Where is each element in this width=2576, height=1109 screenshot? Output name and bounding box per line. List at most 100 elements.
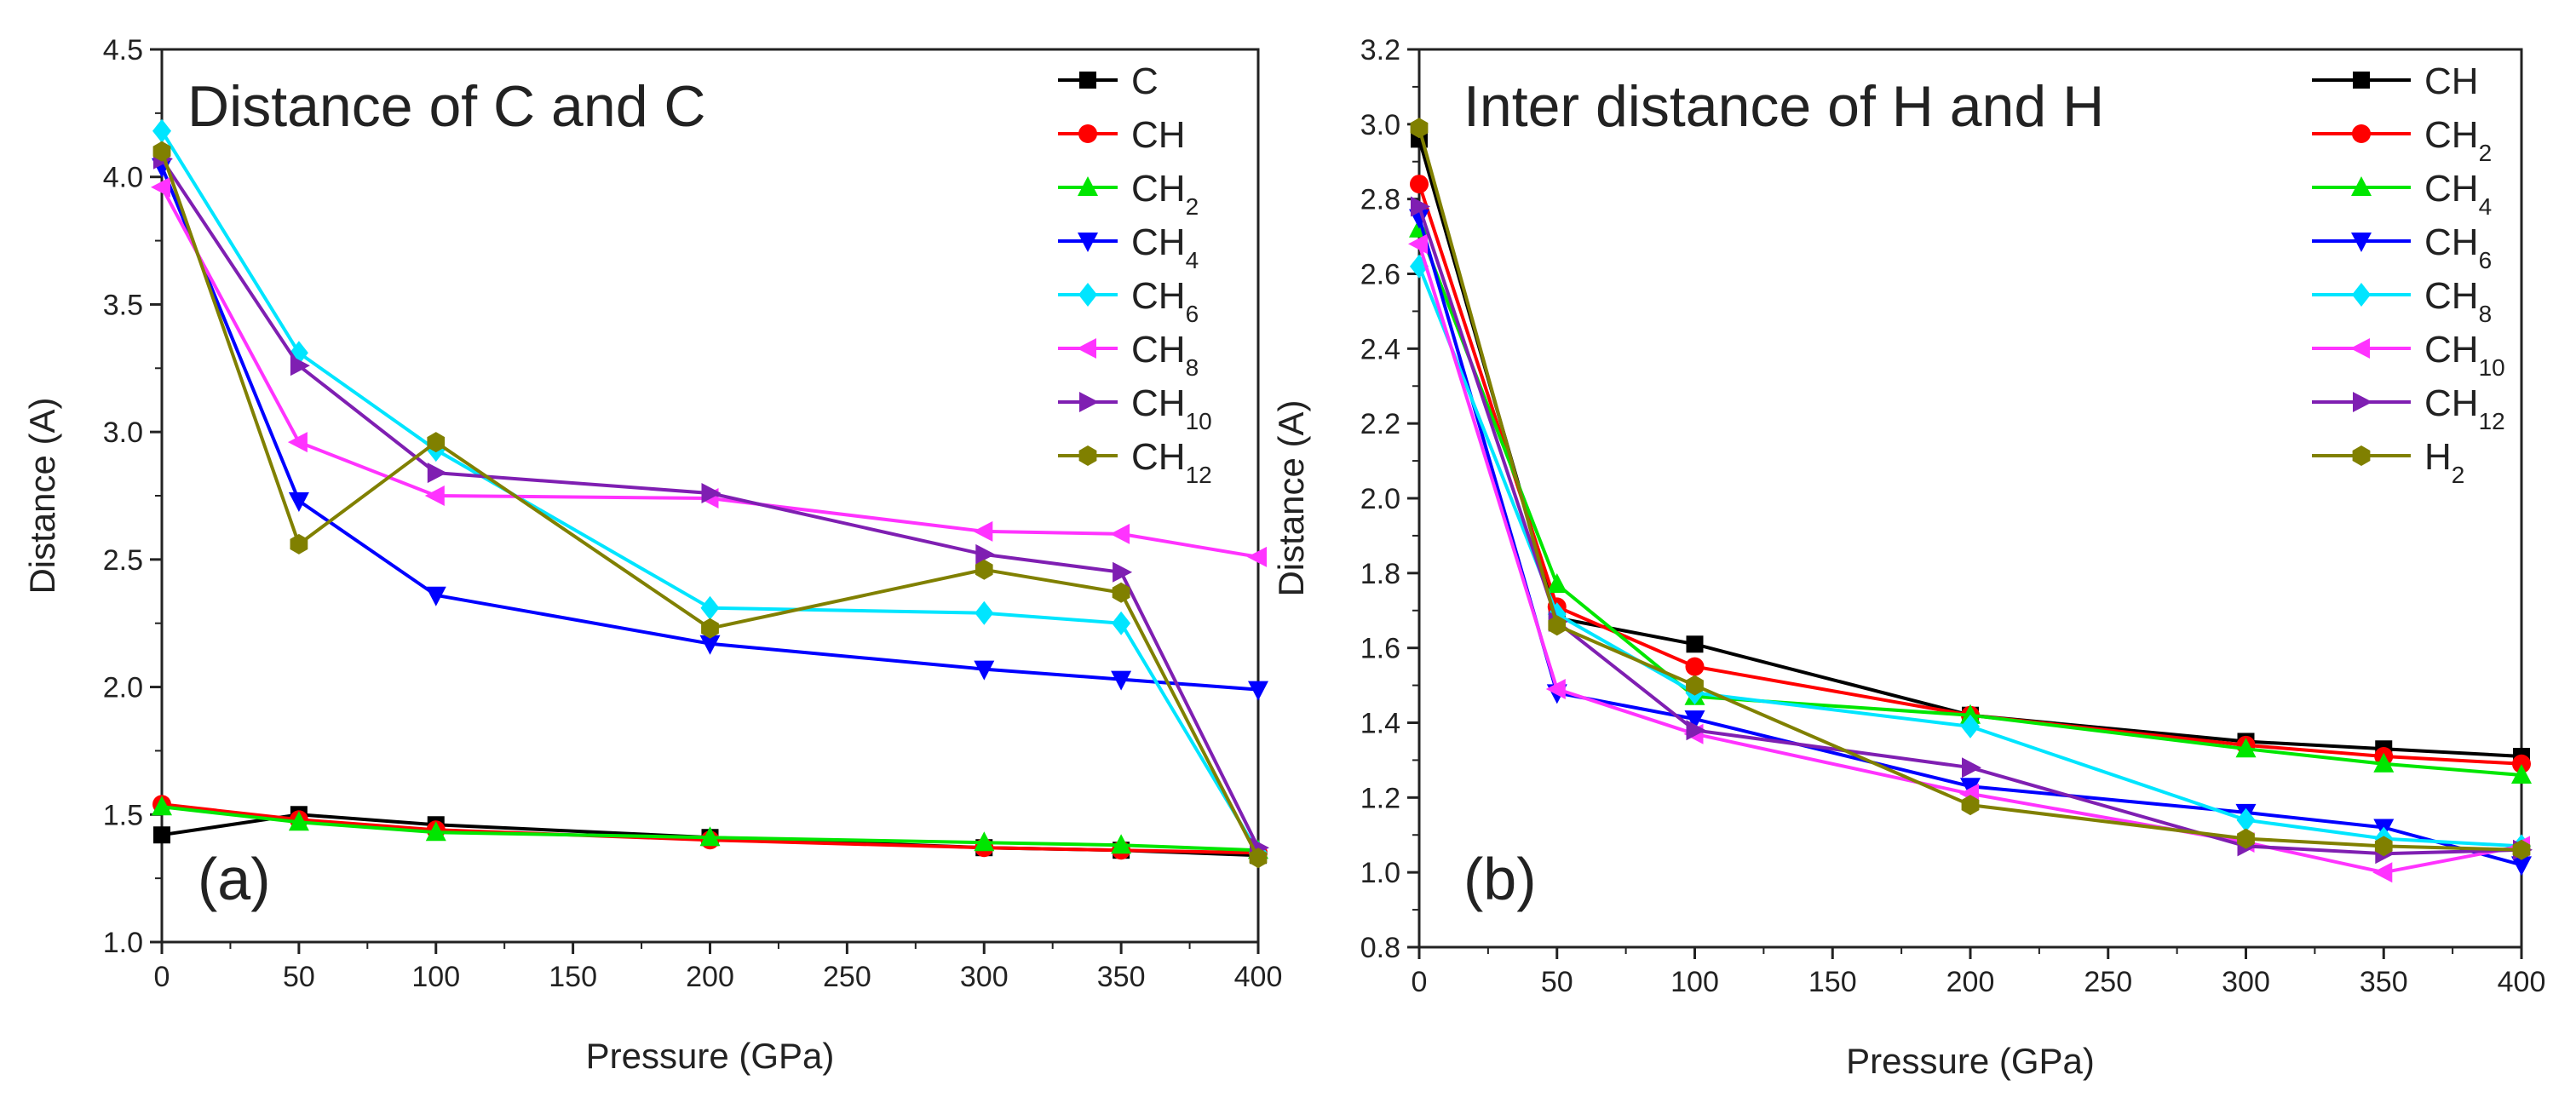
data-point-CH10 bbox=[1408, 233, 1428, 255]
x-tick-label: 300 bbox=[2222, 966, 2270, 998]
data-point-CH2 bbox=[1111, 834, 1132, 854]
legend-label-CH2: CH2 bbox=[1131, 168, 1199, 220]
data-point-CH12 bbox=[1249, 848, 1268, 869]
legend-label-CH4: CH4 bbox=[2424, 168, 2492, 220]
panel-label: (a) bbox=[198, 846, 271, 912]
data-point-CH8 bbox=[1110, 523, 1130, 544]
series-line-CH12 bbox=[160, 151, 1260, 859]
data-point-CH bbox=[1686, 635, 1704, 653]
legend-marker-C bbox=[1079, 72, 1096, 89]
data-point-H2 bbox=[2512, 839, 2531, 860]
data-point-CH12 bbox=[290, 533, 308, 554]
y-tick-label: 2.0 bbox=[103, 672, 143, 704]
data-point-CH8 bbox=[2236, 807, 2256, 832]
y-tick-label: 3.5 bbox=[103, 289, 143, 321]
legend-label-CH10: CH10 bbox=[2424, 329, 2505, 381]
y-tick-label: 0.8 bbox=[1360, 932, 1400, 964]
legend-marker-CH8 bbox=[1077, 338, 1096, 359]
x-tick-label: 100 bbox=[411, 961, 460, 993]
data-point-CH2 bbox=[1410, 175, 1429, 194]
legend-marker-CH4 bbox=[2351, 176, 2372, 196]
legend-subscript: 12 bbox=[1186, 462, 1212, 488]
x-tick-label: 350 bbox=[1097, 961, 1146, 993]
legend-label-C: C bbox=[1131, 60, 1159, 102]
legend-marker-CH2 bbox=[1078, 176, 1098, 196]
y-tick-label: 2.2 bbox=[1360, 408, 1400, 440]
data-point-H2 bbox=[1410, 118, 1429, 139]
x-tick-label: 50 bbox=[283, 961, 315, 993]
series-line-CH2 bbox=[1417, 183, 2522, 766]
legend-marker-H2 bbox=[2352, 445, 2371, 466]
data-point-CH10 bbox=[290, 355, 310, 376]
panel-b-chart: 0 50 100 150 200 250 300 350 400 0.8 1.0 1.2 1.4 1.6 1… bbox=[1271, 34, 2545, 1081]
legend-subscript: 12 bbox=[2479, 408, 2505, 434]
x-tick-label: 200 bbox=[686, 961, 734, 993]
y-tick-label: 3.2 bbox=[1360, 34, 1400, 66]
x-tick-label: 100 bbox=[1670, 966, 1719, 998]
data-point-H2 bbox=[1548, 615, 1567, 636]
legend-label-CH8: CH8 bbox=[2424, 275, 2492, 327]
legend-label-CH2: CH2 bbox=[2424, 114, 2492, 166]
data-point-CH6 bbox=[1112, 611, 1131, 635]
data-point-CH12 bbox=[152, 141, 171, 162]
data-point-CH6 bbox=[1684, 710, 1705, 731]
legend-marker-CH bbox=[1078, 124, 1097, 143]
y-tick-label: 2.6 bbox=[1360, 259, 1400, 291]
data-point-CH2 bbox=[152, 796, 172, 816]
data-point-C bbox=[153, 826, 170, 844]
data-point-CH10 bbox=[701, 483, 722, 503]
legend-label-CH12: CH12 bbox=[2424, 382, 2505, 434]
data-point-CH6 bbox=[1960, 778, 1981, 798]
legend-label-CH10: CH10 bbox=[1131, 382, 1212, 434]
data-point-CH4 bbox=[1546, 573, 1567, 593]
legend-subscript: 10 bbox=[1186, 408, 1212, 434]
y-tick-label: 1.5 bbox=[103, 799, 143, 831]
legend-label-CH: CH bbox=[1131, 114, 1186, 156]
y-axis-title: Distance (A) bbox=[22, 397, 62, 594]
data-point-CH10 bbox=[1545, 679, 1566, 699]
legend-subscript: 8 bbox=[2479, 301, 2493, 327]
legend-marker-CH8 bbox=[2352, 283, 2371, 307]
y-tick-label: 2.4 bbox=[1360, 333, 1400, 365]
series-line-CH bbox=[1417, 138, 2522, 758]
panel-a-chart: 0 50 100 150 200 250 300 350 400 1.0 1.5 2.0 2.5 3.0 3… bbox=[22, 34, 1282, 1076]
data-point-CH4 bbox=[2373, 752, 2395, 773]
x-tick-label: 250 bbox=[2084, 966, 2132, 998]
data-point-H2 bbox=[2374, 836, 2393, 857]
legend-subscript: 6 bbox=[2479, 247, 2493, 273]
y-tick-label: 1.2 bbox=[1360, 782, 1400, 814]
data-point-CH12 bbox=[1686, 720, 1706, 741]
legend-subscript: 2 bbox=[2452, 462, 2465, 488]
data-point-CH12 bbox=[1112, 582, 1130, 603]
y-tick-label: 2.8 bbox=[1360, 184, 1400, 216]
legend-subscript: 6 bbox=[1186, 301, 1199, 327]
legend-subscript: 2 bbox=[1186, 193, 1199, 220]
x-tick-label: 350 bbox=[2360, 966, 2408, 998]
legend-marker-CH12 bbox=[2353, 392, 2372, 412]
legend-subscript: 4 bbox=[2479, 193, 2493, 220]
data-point-CH6 bbox=[700, 595, 720, 620]
legend-label-CH6: CH6 bbox=[2424, 221, 2492, 273]
x-tick-label: 0 bbox=[1412, 966, 1428, 998]
y-tick-label: 1.8 bbox=[1360, 558, 1400, 590]
legend-marker-CH10 bbox=[2350, 338, 2370, 359]
panel-label: (b) bbox=[1463, 846, 1537, 912]
x-tick-label: 50 bbox=[1541, 966, 1573, 998]
data-point-CH4 bbox=[699, 635, 721, 655]
y-axis-title: Distance (A) bbox=[1271, 399, 1311, 596]
legend-label-CH6: CH6 bbox=[1131, 275, 1199, 327]
legend-label-CH4: CH4 bbox=[1131, 221, 1199, 273]
chart-title: Inter distance of H and H bbox=[1463, 74, 2104, 139]
legend-marker-CH12 bbox=[1078, 445, 1097, 466]
x-axis-title: Pressure (GPa) bbox=[586, 1036, 835, 1076]
data-point-CH12 bbox=[701, 618, 719, 639]
y-tick-label: 3.0 bbox=[1360, 109, 1400, 141]
data-point-CH4 bbox=[1248, 681, 1268, 701]
legend-label-H2: H2 bbox=[2424, 436, 2464, 488]
data-point-CH4 bbox=[2235, 738, 2257, 758]
data-point-CH8 bbox=[1961, 714, 1980, 738]
y-tick-label: 3.0 bbox=[103, 417, 143, 449]
